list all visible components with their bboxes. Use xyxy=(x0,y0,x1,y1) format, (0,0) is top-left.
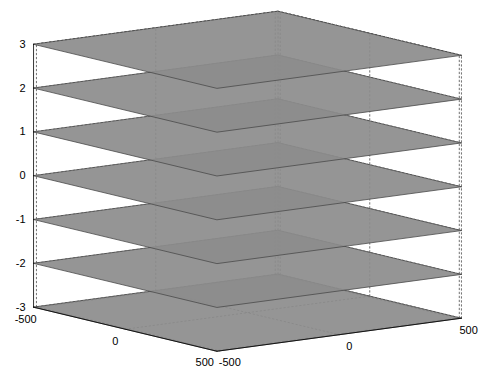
svg-text:-500: -500 xyxy=(15,313,37,325)
svg-text:-3: -3 xyxy=(16,301,26,313)
svg-text:-2: -2 xyxy=(16,257,26,269)
svg-text:500: 500 xyxy=(196,356,214,368)
svg-text:0: 0 xyxy=(112,335,118,347)
svg-text:0: 0 xyxy=(346,340,352,352)
svg-text:3: 3 xyxy=(19,38,25,50)
svg-text:0: 0 xyxy=(19,169,25,181)
svg-text:1: 1 xyxy=(19,125,25,137)
svg-text:-1: -1 xyxy=(16,213,26,225)
svg-text:500: 500 xyxy=(459,324,477,336)
svg-text:2: 2 xyxy=(19,82,25,94)
svg-text:-500: -500 xyxy=(219,356,241,368)
